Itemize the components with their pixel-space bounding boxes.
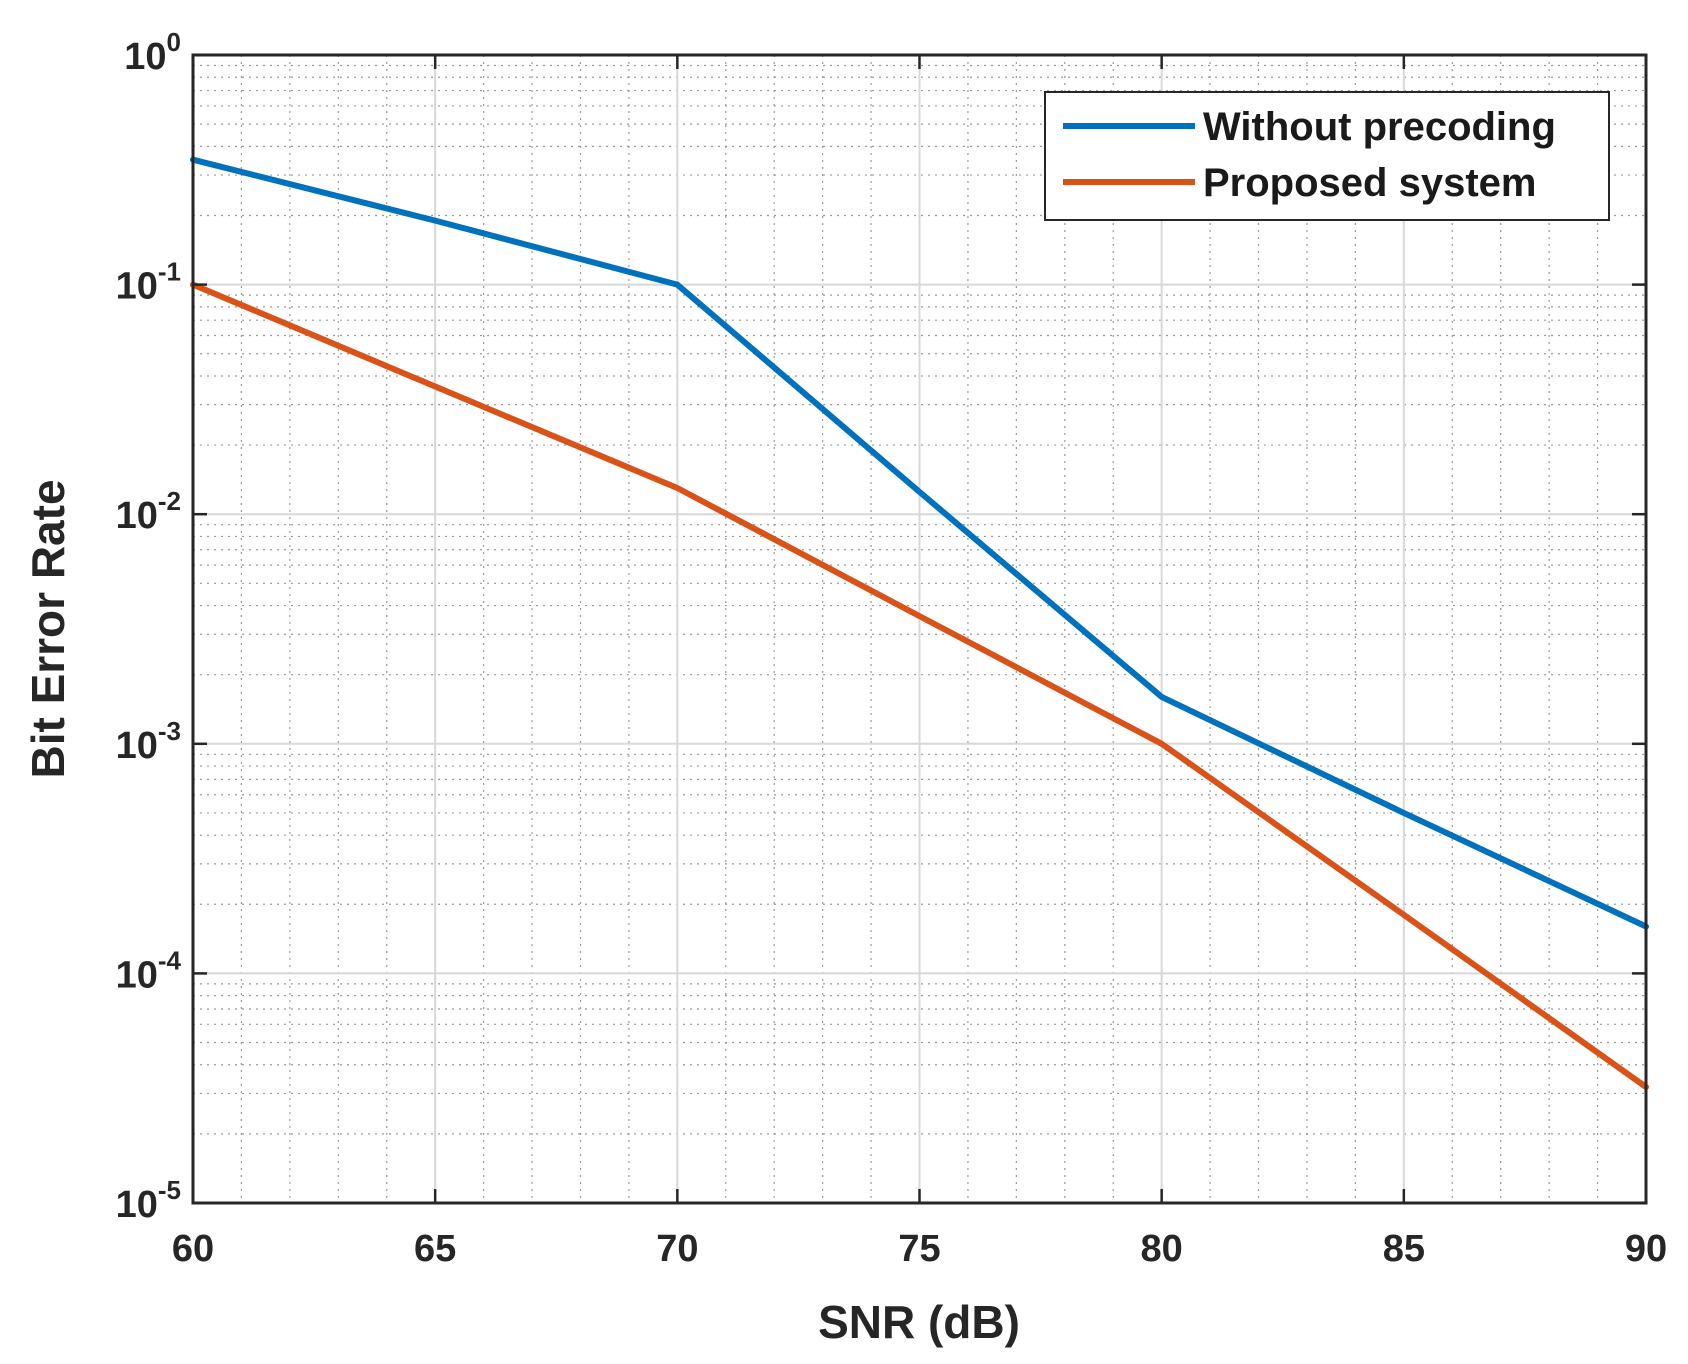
y-tick-label: 10-1 [116, 257, 181, 308]
x-tick-label: 90 [1625, 1228, 1667, 1270]
x-axis-label: SNR (dB) [818, 1296, 1020, 1348]
y-tick-label: 10-2 [116, 486, 181, 537]
y-tick-label: 10-3 [116, 716, 181, 767]
x-tick-label: 85 [1383, 1228, 1425, 1270]
legend: Without precoding Proposed system [1044, 91, 1610, 221]
y-tick-label: 100 [124, 27, 181, 78]
x-tick-label: 75 [898, 1228, 940, 1270]
y-axis-label: Bit Error Rate [22, 479, 74, 778]
x-ticks: 60 65 70 75 80 85 90 [172, 55, 1667, 1270]
x-tick-label: 65 [414, 1228, 456, 1270]
y-ticks: 100 10-1 10-2 10-3 10-4 10-5 [116, 27, 1646, 1226]
y-tick-label: 10-4 [116, 945, 182, 996]
grid [192, 54, 1647, 1204]
legend-label-without-precoding: Without precoding [1203, 105, 1556, 149]
x-tick-label: 60 [172, 1228, 214, 1270]
y-tick-label: 10-5 [116, 1175, 181, 1226]
x-tick-label: 80 [1141, 1228, 1183, 1270]
legend-label-proposed-system: Proposed system [1203, 161, 1536, 205]
x-tick-label: 70 [656, 1228, 698, 1270]
legend-box [1044, 91, 1610, 221]
